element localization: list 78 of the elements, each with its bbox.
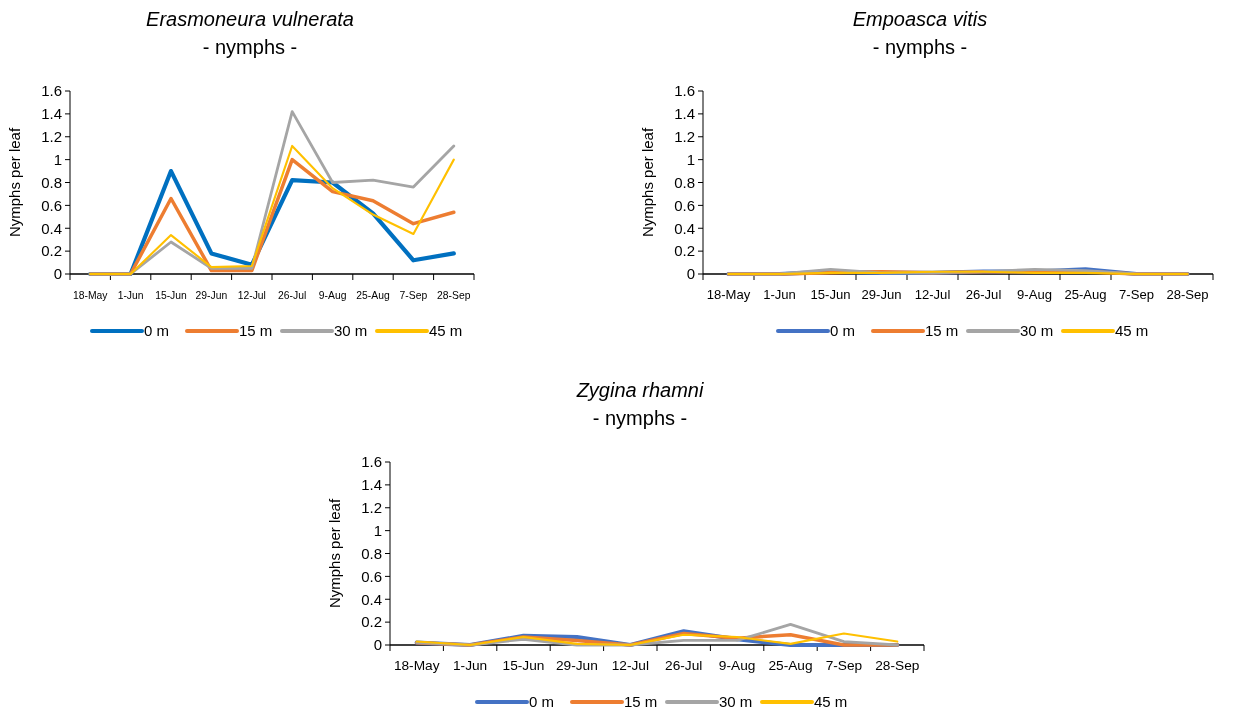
legend-label: 0 m bbox=[830, 322, 856, 340]
legend-label: 45 m bbox=[814, 693, 848, 711]
x-tick-label: 29-Jun bbox=[555, 658, 598, 673]
chart-title: Empoasca vitis bbox=[852, 8, 988, 30]
y-tick-label: 0 bbox=[53, 265, 62, 283]
x-tick-label: 9-Aug bbox=[718, 658, 756, 673]
y-axis-title: Nymphs per leaf bbox=[326, 498, 343, 609]
x-tick-label: 18-May bbox=[393, 658, 440, 673]
legend-label: 0 m bbox=[529, 693, 555, 711]
x-tick-label: 18-May bbox=[706, 287, 751, 302]
chart-title: Erasmoneura vulnerata bbox=[146, 8, 354, 30]
legend-label: 30 m bbox=[719, 693, 753, 711]
x-tick-label: 26-Jul bbox=[965, 287, 1002, 302]
x-tick-label: 28-Sep bbox=[437, 290, 471, 301]
x-tick-label: 15-Jun bbox=[502, 658, 545, 673]
y-tick-label: 1.4 bbox=[674, 105, 695, 123]
x-tick-label: 12-Jul bbox=[237, 290, 266, 301]
y-tick-label: 0 bbox=[373, 636, 382, 654]
y-tick-label: 1 bbox=[53, 150, 62, 168]
y-tick-label: 1.2 bbox=[674, 128, 695, 145]
y-tick-label: 1 bbox=[373, 521, 382, 539]
legend-label: 45 m bbox=[429, 322, 463, 340]
y-tick-label: 1.6 bbox=[41, 82, 62, 100]
x-tick-label: 29-Jun bbox=[195, 290, 228, 301]
x-tick-label: 9-Aug bbox=[318, 290, 347, 301]
x-tick-label: 15-Jun bbox=[810, 287, 851, 302]
x-tick-label: 29-Jun bbox=[861, 287, 902, 302]
x-tick-label: 9-Aug bbox=[1017, 287, 1052, 302]
x-tick-label: 7-Sep bbox=[825, 658, 863, 673]
x-tick-label: 1-Jun bbox=[763, 287, 796, 302]
y-tick-label: 0.4 bbox=[361, 590, 382, 608]
legend-label: 0 m bbox=[144, 322, 170, 340]
x-tick-label: 7-Sep bbox=[1119, 287, 1154, 302]
y-tick-label: 0.8 bbox=[674, 173, 695, 191]
y-tick-label: 0.4 bbox=[41, 219, 62, 237]
y-tick-label: 0.2 bbox=[674, 242, 695, 260]
x-tick-label: 26-Jul bbox=[665, 658, 703, 673]
x-tick-label: 25-Aug bbox=[356, 290, 390, 301]
x-tick-label: 1-Jun bbox=[452, 658, 488, 673]
y-tick-label: 0 bbox=[686, 265, 695, 283]
x-tick-label: 18-May bbox=[72, 290, 109, 301]
x-tick-label: 1-Jun bbox=[117, 290, 144, 301]
legend-label: 30 m bbox=[334, 322, 368, 340]
x-tick-label: 7-Sep bbox=[399, 290, 428, 301]
x-tick-label: 28-Sep bbox=[1166, 287, 1209, 302]
chart-subtitle: - nymphs - bbox=[202, 36, 298, 58]
x-tick-label: 28-Sep bbox=[875, 658, 920, 673]
legend-label: 30 m bbox=[1020, 322, 1054, 340]
x-tick-label: 15-Jun bbox=[155, 290, 188, 301]
y-tick-label: 0.6 bbox=[41, 196, 62, 214]
x-tick-label: 25-Aug bbox=[1064, 287, 1107, 302]
y-tick-label: 0.8 bbox=[41, 173, 62, 191]
x-tick-label: 25-Aug bbox=[768, 658, 813, 673]
chart-subtitle: - nymphs - bbox=[592, 407, 688, 429]
y-tick-label: 0.2 bbox=[361, 613, 382, 631]
legend-label: 15 m bbox=[239, 322, 273, 340]
y-tick-label: 1.6 bbox=[674, 82, 695, 100]
y-tick-label: 0.4 bbox=[674, 219, 695, 237]
x-tick-label: 12-Jul bbox=[914, 287, 951, 302]
y-tick-label: 1.2 bbox=[41, 128, 62, 145]
y-tick-label: 1.4 bbox=[41, 105, 62, 123]
x-tick-label: 12-Jul bbox=[611, 658, 649, 673]
y-tick-label: 1.2 bbox=[361, 499, 382, 516]
x-tick-label: 26-Jul bbox=[278, 290, 307, 301]
y-tick-label: 1.4 bbox=[361, 476, 382, 494]
legend-label: 15 m bbox=[925, 322, 959, 340]
y-tick-label: 0.6 bbox=[674, 196, 695, 214]
chart-subtitle: - nymphs - bbox=[872, 36, 968, 58]
y-tick-label: 0.2 bbox=[41, 242, 62, 260]
y-tick-label: 1 bbox=[686, 150, 695, 168]
y-tick-label: 0.8 bbox=[361, 544, 382, 562]
y-axis-title: Nymphs per leaf bbox=[639, 127, 656, 238]
legend-label: 45 m bbox=[1115, 322, 1149, 340]
y-tick-label: 1.6 bbox=[361, 453, 382, 471]
y-tick-label: 0.6 bbox=[361, 567, 382, 585]
y-axis-title: Nymphs per leaf bbox=[6, 127, 23, 238]
chart-title: Zygina rhamni bbox=[575, 379, 704, 401]
legend-label: 15 m bbox=[624, 693, 658, 711]
